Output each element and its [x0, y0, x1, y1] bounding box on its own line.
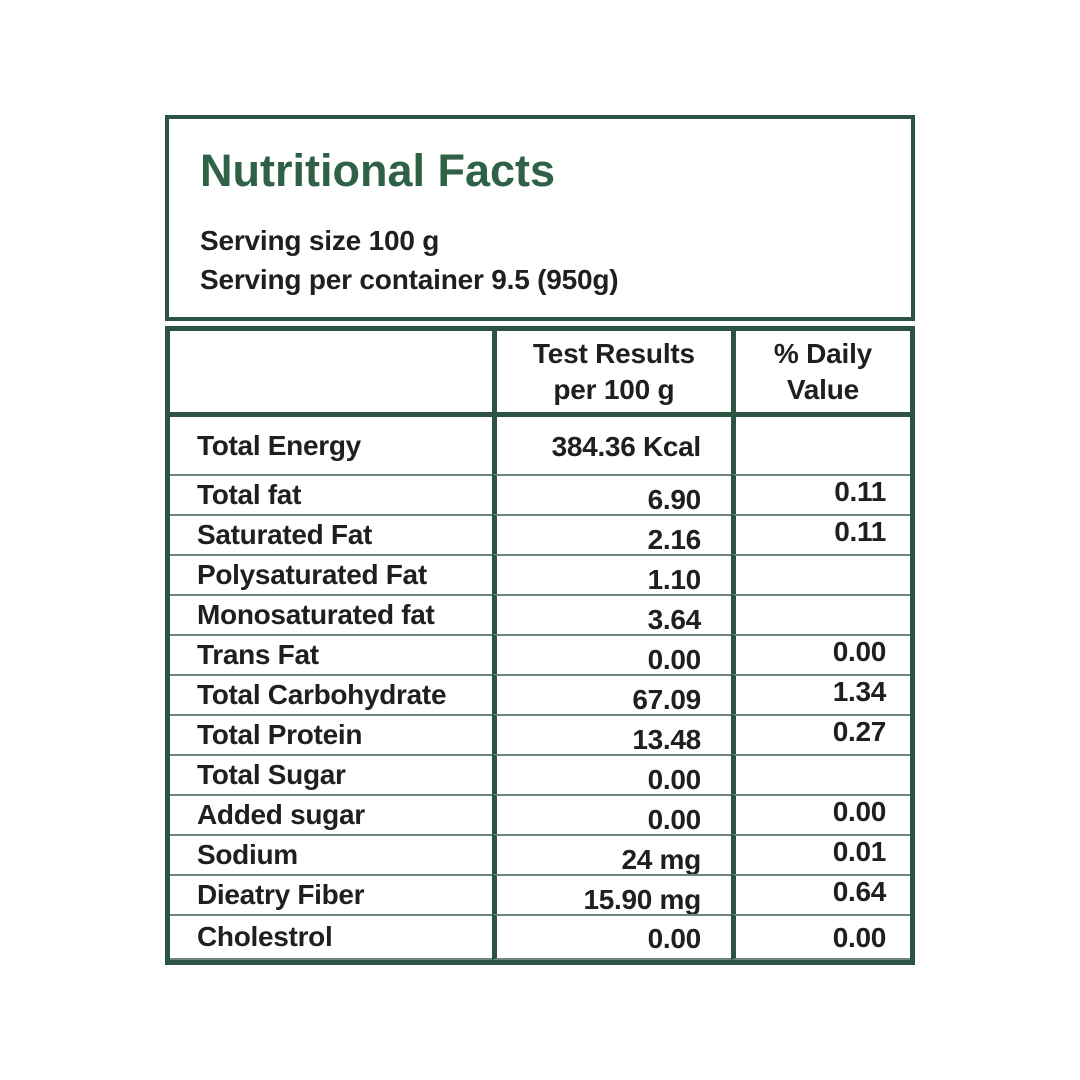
row-label-cell: Dieatry Fiber — [170, 874, 492, 914]
header-empty-cell — [170, 331, 492, 417]
daily-value-cell: 0.00 — [730, 914, 910, 960]
test-result-cell: 13.48 — [491, 714, 731, 755]
header-test-results: Test Results per 100 g — [491, 331, 731, 417]
row-label-cell: Polysaturated Fat — [170, 554, 492, 594]
test-result-cell: 24 mg — [491, 834, 731, 875]
daily-value-cell: 0.11 — [730, 514, 910, 554]
daily-value-cell — [730, 594, 910, 634]
nutrition-table: Test Results per 100 g % Daily Value Tot… — [170, 331, 910, 960]
test-result-cell: 0.00 — [491, 794, 731, 835]
nutrition-label: Nutritional Facts Serving size 100 g Ser… — [165, 115, 915, 965]
test-result-cell: 0.00 — [491, 754, 731, 795]
daily-value-cell — [730, 754, 910, 794]
row-label-cell: Trans Fat — [170, 634, 492, 674]
daily-value-cell: 1.34 — [730, 674, 910, 714]
table-box: Test Results per 100 g % Daily Value Tot… — [165, 326, 915, 965]
row-label-cell: Cholestrol — [170, 914, 492, 960]
daily-value-cell: 0.01 — [730, 834, 910, 874]
serving-per-container-text: Serving per container 9.5 (950g) — [200, 264, 619, 295]
row-label-cell: Saturated Fat — [170, 514, 492, 554]
label-title: Nutritional Facts — [200, 145, 556, 196]
test-result-cell: 3.64 — [491, 594, 731, 635]
test-result-cell: 2.16 — [491, 514, 731, 555]
row-label-cell: Added sugar — [170, 794, 492, 834]
row-label-cell: Total Sugar — [170, 754, 492, 794]
row-label-cell: Sodium — [170, 834, 492, 874]
test-result-cell: 0.00 — [491, 634, 731, 675]
row-label-cell: Total Energy — [170, 417, 492, 474]
daily-value-cell — [730, 554, 910, 594]
header-box: Nutritional Facts Serving size 100 g Ser… — [165, 115, 915, 321]
test-result-cell: 6.90 — [491, 474, 731, 515]
serving-size-text: Serving size 100 g — [200, 225, 440, 256]
row-label-cell: Monosaturated fat — [170, 594, 492, 634]
daily-value-cell — [730, 417, 910, 474]
daily-value-cell: 0.00 — [730, 794, 910, 834]
test-result-cell: 384.36 Kcal — [491, 417, 731, 474]
test-result-cell: 67.09 — [491, 674, 731, 715]
test-result-cell: 15.90 mg — [491, 874, 731, 915]
daily-value-cell: 0.00 — [730, 634, 910, 674]
daily-value-cell: 0.64 — [730, 874, 910, 914]
test-result-cell: 0.00 — [491, 914, 731, 960]
header-daily-value: % Daily Value — [730, 331, 910, 417]
row-label-cell: Total Carbohydrate — [170, 674, 492, 714]
test-result-cell: 1.10 — [491, 554, 731, 595]
row-label-cell: Total fat — [170, 474, 492, 514]
row-label-cell: Total Protein — [170, 714, 492, 754]
daily-value-cell: 0.27 — [730, 714, 910, 754]
daily-value-cell: 0.11 — [730, 474, 910, 514]
